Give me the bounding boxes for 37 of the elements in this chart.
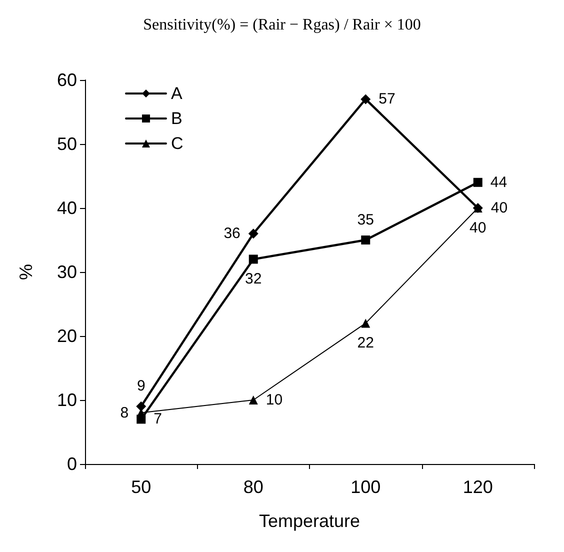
point xyxy=(360,94,371,104)
y-tick-label: 40 xyxy=(56,198,77,218)
point xyxy=(248,228,258,239)
data-label: 40 xyxy=(470,220,486,236)
legend-label: B xyxy=(171,109,182,128)
point xyxy=(248,254,258,264)
y-tick-label: 60 xyxy=(56,70,77,90)
data-label: 32 xyxy=(245,270,262,288)
y-tick-label: 10 xyxy=(56,390,77,410)
legend-label: C xyxy=(171,134,184,153)
y-tick-label: 50 xyxy=(56,134,77,154)
point xyxy=(361,318,370,328)
data-label: 57 xyxy=(378,90,396,108)
point xyxy=(136,401,146,412)
data-label: 35 xyxy=(357,212,374,228)
chart-title: Sensitivity(%) = (Rair − Rgas) / Rair × 100 xyxy=(143,16,421,34)
point xyxy=(473,178,482,187)
data-label: 10 xyxy=(266,392,283,408)
y-axis-title: % xyxy=(16,264,36,280)
data-label: 36 xyxy=(224,225,240,242)
x-tick-label: 50 xyxy=(131,477,152,497)
x-tick-label: 80 xyxy=(243,477,264,497)
y-tick-label: 30 xyxy=(56,262,77,282)
data-label: 40 xyxy=(490,200,508,216)
x-axis-title: Temperature xyxy=(258,511,360,531)
data-label: 7 xyxy=(154,410,162,428)
y-tick-label: 20 xyxy=(56,326,77,346)
y-tick-label: 0 xyxy=(66,454,77,474)
data-label: 22 xyxy=(357,334,374,352)
data-label: 9 xyxy=(136,377,146,394)
point xyxy=(248,396,258,404)
data-label: 8 xyxy=(120,404,129,422)
x-tick-label: 100 xyxy=(350,477,381,497)
x-tick-label: 120 xyxy=(462,477,493,497)
data-label: 44 xyxy=(490,174,508,191)
legend-label: A xyxy=(171,84,183,103)
point xyxy=(361,236,370,244)
